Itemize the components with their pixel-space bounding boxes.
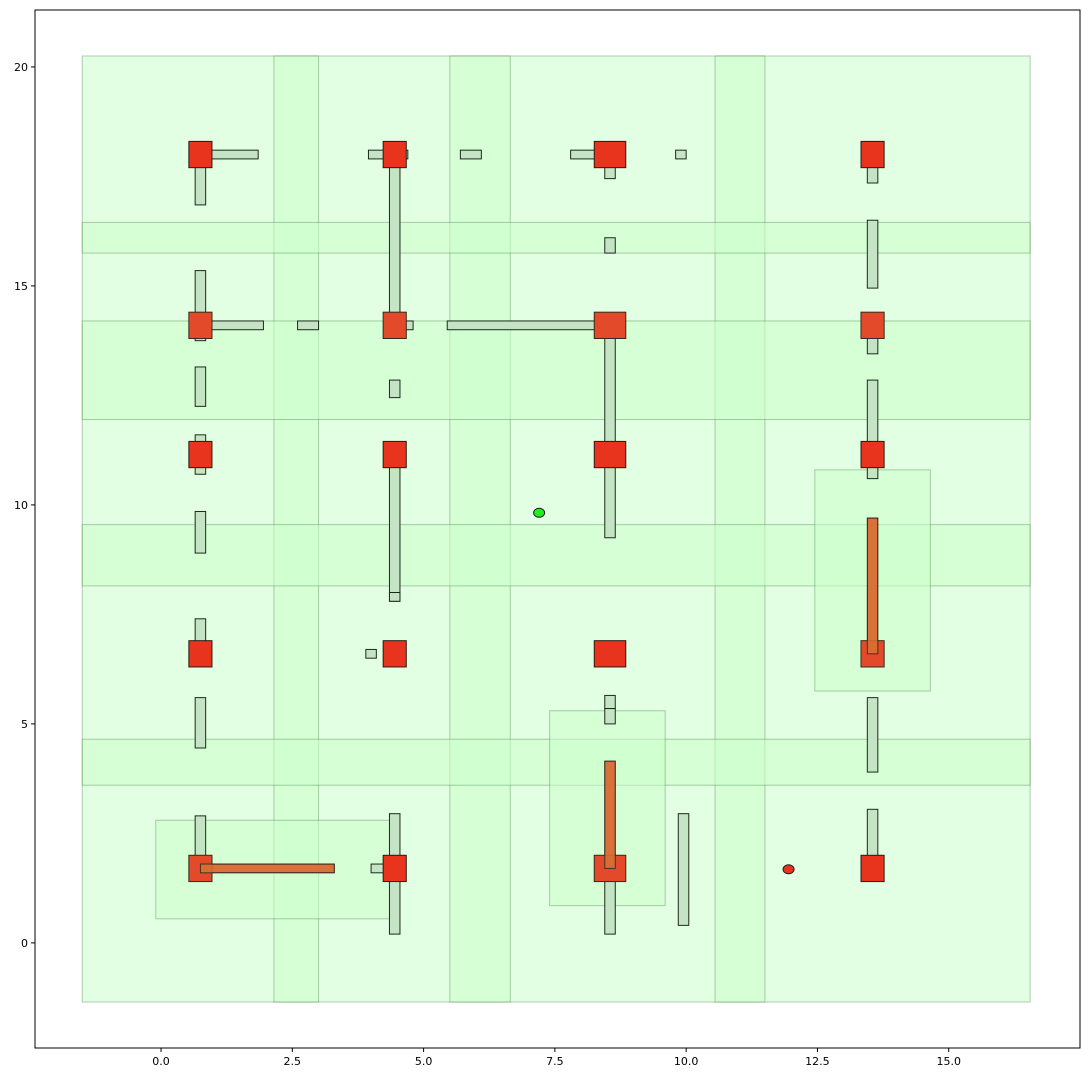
segment-bar — [194, 366, 207, 407]
segment-bar — [365, 648, 377, 659]
segment-bar — [194, 697, 207, 749]
node-marker — [593, 440, 627, 469]
node-marker — [382, 640, 407, 668]
node-marker — [593, 640, 627, 668]
node-overlay — [594, 312, 626, 339]
segment-bar — [194, 510, 207, 554]
x-tick-label: 12.5 — [805, 1055, 830, 1068]
plot-area — [81, 55, 1031, 1003]
node-overlay — [861, 312, 885, 339]
node-overlay — [594, 855, 626, 882]
y-tick-label: 20 — [14, 61, 28, 74]
segment-bar — [604, 694, 616, 710]
node-marker — [860, 440, 885, 469]
node-marker — [188, 640, 213, 668]
segment-bar-highlight — [866, 517, 879, 655]
node-marker — [188, 440, 213, 469]
segment-bar — [388, 379, 401, 399]
segment-bar — [446, 320, 611, 331]
horizontal-band — [81, 320, 1031, 421]
y-tick-label: 15 — [14, 280, 28, 293]
x-tick-label: 7.5 — [546, 1055, 564, 1068]
axis-ticks: 0.0 2.5 5.0 7.5 10.0 12.5 15.0 0 5 10 15 20 — [14, 61, 961, 1068]
node-overlay — [383, 312, 407, 339]
node-overlay — [188, 855, 212, 882]
y-tick-label: 0 — [21, 937, 28, 950]
node-marker — [593, 311, 627, 339]
segment-bar — [604, 324, 616, 539]
node-marker — [382, 854, 407, 883]
node-marker — [593, 140, 627, 169]
segment-bar — [866, 219, 879, 289]
segment-bar — [866, 697, 879, 773]
red-point — [782, 864, 795, 875]
x-tick-label: 10.0 — [674, 1055, 699, 1068]
y-tick-label: 10 — [14, 499, 28, 512]
node-marker — [188, 140, 213, 169]
segment-bar — [677, 813, 690, 926]
y-tick-label: 5 — [21, 718, 28, 731]
segment-bar — [675, 149, 687, 160]
x-tick-label: 5.0 — [415, 1055, 433, 1068]
node-marker — [860, 311, 885, 339]
node-marker — [188, 311, 213, 339]
plot-frame — [34, 9, 1081, 1049]
segment-bar-highlight — [199, 863, 335, 874]
segment-bar — [604, 237, 616, 254]
x-tick-label: 0.0 — [152, 1055, 170, 1068]
segment-bar — [194, 270, 207, 342]
x-tick-label: 2.5 — [284, 1055, 302, 1068]
node-overlay — [188, 312, 212, 339]
segment-bar — [388, 454, 401, 602]
x-tick-label: 15.0 — [936, 1055, 961, 1068]
node-marker — [382, 140, 407, 169]
segment-bar — [388, 592, 401, 602]
horizontal-band — [81, 221, 1031, 254]
segment-bar — [388, 154, 401, 326]
segment-bar — [297, 320, 320, 331]
node-marker — [382, 440, 407, 469]
segment-bar-highlight — [604, 760, 616, 869]
node-marker — [860, 854, 885, 883]
node-marker — [382, 311, 407, 339]
segment-bar — [604, 708, 616, 725]
node-marker — [860, 140, 885, 169]
segment-bar — [459, 149, 482, 160]
segment-bar — [866, 379, 879, 480]
node-overlay — [861, 640, 885, 667]
green-point — [533, 507, 546, 518]
